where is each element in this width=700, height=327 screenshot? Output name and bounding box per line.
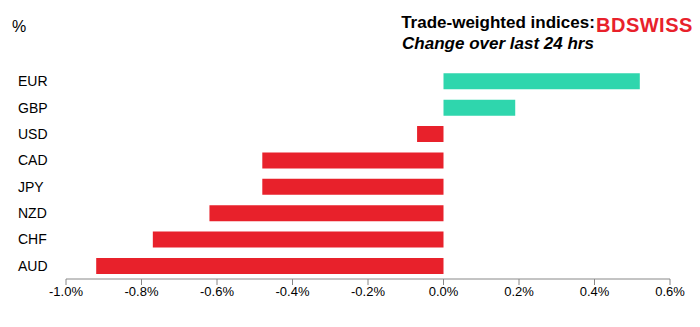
svg-text:-0.4%: -0.4% <box>276 284 310 299</box>
svg-text:0.0%: 0.0% <box>429 284 459 299</box>
svg-text:CHF: CHF <box>18 231 47 247</box>
html-text:Change over last 24 hrs: Change over last 24 hrs <box>402 34 594 53</box>
svg-text:NZD: NZD <box>18 205 47 221</box>
svg-text:0.6%: 0.6% <box>655 284 685 299</box>
svg-text:0.4%: 0.4% <box>580 284 610 299</box>
svg-text:-0.6%: -0.6% <box>200 284 234 299</box>
svg-text:JPY: JPY <box>18 179 44 195</box>
svg-text:0.2%: 0.2% <box>504 284 534 299</box>
html-text:Trade-weighted indices:: Trade-weighted indices: <box>401 13 595 32</box>
svg-text:EUR: EUR <box>18 73 48 89</box>
svg-text:GBP: GBP <box>18 100 48 116</box>
svg-text:AUD: AUD <box>18 258 48 274</box>
svg-text:-1.0%: -1.0% <box>49 284 83 299</box>
svg-text:USD: USD <box>18 126 48 142</box>
svg-text:-0.2%: -0.2% <box>351 284 385 299</box>
svg-text:-0.8%: -0.8% <box>125 284 159 299</box>
html-text:BDSWISS: BDSWISS <box>596 14 693 36</box>
svg-text:CAD: CAD <box>18 152 48 168</box>
